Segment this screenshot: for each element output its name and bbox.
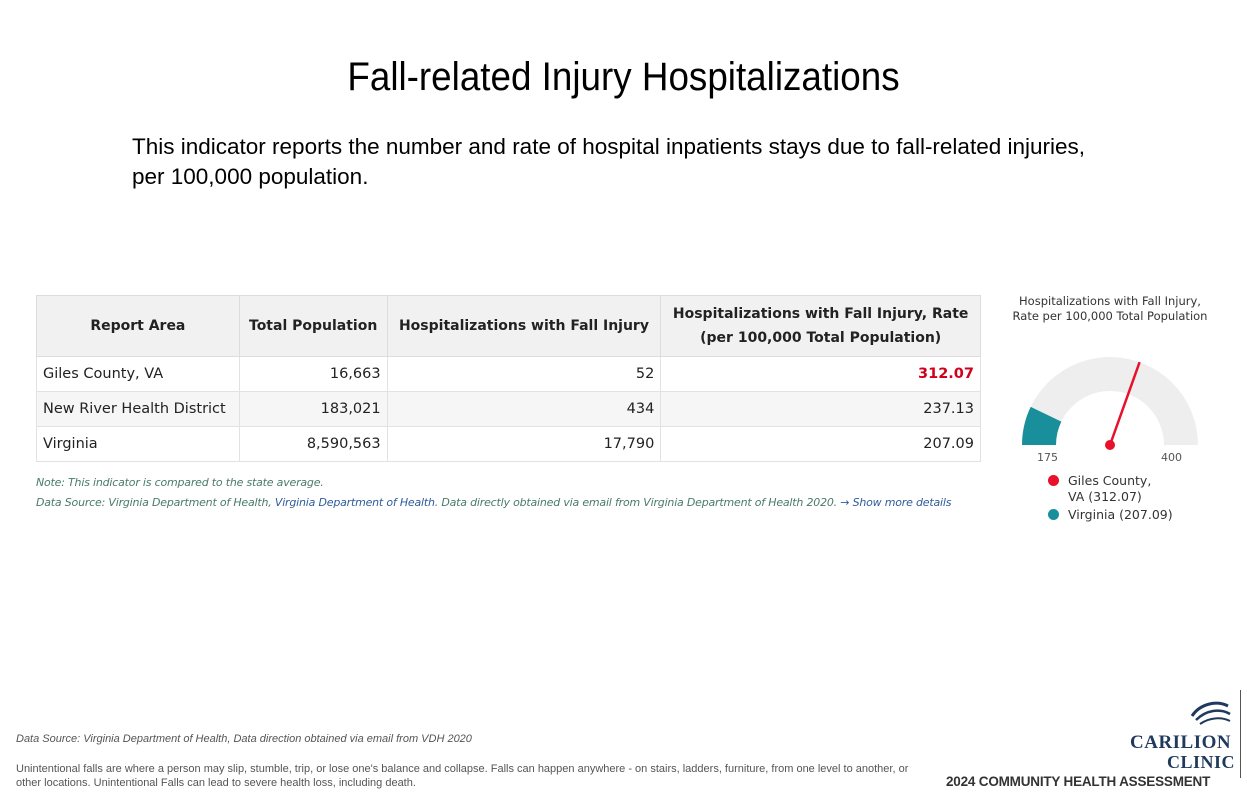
gauge-fill-virginia: [1022, 406, 1062, 445]
footer-data-source: Data Source: Virginia Department of Heal…: [16, 733, 472, 745]
gauge-chart: [1022, 357, 1198, 450]
cell-hospitalizations: 17,790: [386, 426, 662, 462]
cell-population: 16,663: [238, 356, 388, 392]
legend-label: Virginia (207.09): [1068, 507, 1173, 522]
cell-hospitalizations: 434: [386, 391, 662, 427]
table-header-row: Report Area Total Population Hospitaliza…: [36, 295, 981, 357]
table-row: Giles County, VA 16,663 52 312.07: [36, 356, 981, 392]
gauge-title: Hospitalizations with Fall Injury, Rate …: [1012, 294, 1208, 323]
indicator-description: This indicator reports the number and ra…: [132, 134, 1086, 189]
comparison-note: Note: This indicator is compared to the …: [36, 476, 324, 489]
gauge-needle-giles-county: [1108, 361, 1141, 446]
cell-area: New River Health District: [36, 391, 240, 427]
source-link[interactable]: Virginia Department of Health: [274, 496, 435, 509]
cell-population: 8,590,563: [238, 426, 388, 462]
header-report-area: Report Area: [36, 295, 240, 357]
data-source-line: Data Source: Virginia Department of Heal…: [36, 496, 951, 509]
divider: [1240, 690, 1241, 778]
gauge-max-label: 400: [1161, 451, 1182, 464]
legend-label: Giles County, VA (312.07): [1068, 473, 1152, 504]
carilion-swoosh-logo: [1190, 701, 1231, 725]
legend-item-virginia: Virginia (207.09): [1048, 507, 1173, 523]
header-hospitalizations: Hospitalizations with Fall Injury: [386, 295, 662, 357]
brand-name-line1: Carilion: [1130, 732, 1232, 753]
cell-area: Virginia: [36, 426, 240, 462]
table-row: New River Health District 183,021 434 23…: [36, 391, 981, 427]
source-prefix: Data Source: Virginia Department of Heal…: [36, 496, 272, 509]
cell-hospitalizations: 52: [386, 356, 662, 392]
cell-rate: 312.07: [660, 356, 981, 392]
header-total-population: Total Population: [238, 295, 388, 357]
cell-rate: 207.09: [660, 426, 981, 462]
source-suffix: . Data directly obtained via email from …: [434, 496, 837, 509]
legend-dot: [1048, 475, 1059, 486]
show-more-details-link[interactable]: → Show more details: [840, 496, 952, 509]
gauge-pivot: [1105, 440, 1115, 450]
footer-description: Unintentional falls are where a person m…: [16, 763, 909, 789]
legend-item-giles-county: Giles County, VA (312.07): [1048, 473, 1173, 505]
brand-name-line2: Clinic: [1167, 752, 1236, 772]
gauge-track: [1022, 357, 1198, 445]
cell-area: Giles County, VA: [36, 356, 240, 392]
table-row: Virginia 8,590,563 17,790 207.09: [36, 426, 981, 462]
header-rate: Hospitalizations with Fall Injury, Rate …: [660, 295, 981, 357]
gauge-min-label: 175: [1037, 451, 1058, 464]
cell-population: 183,021: [238, 391, 388, 427]
cell-rate: 237.13: [660, 391, 981, 427]
report-title: 2024 COMMUNITY HEALTH ASSESSMENT: [946, 774, 1211, 789]
data-table: Report Area Total Population Hospitaliza…: [36, 295, 981, 462]
page-title: Fall-related Injury Hospitalizations: [347, 55, 900, 99]
legend-dot: [1048, 509, 1059, 520]
gauge-legend: Giles County, VA (312.07) Virginia (207.…: [1048, 473, 1173, 525]
